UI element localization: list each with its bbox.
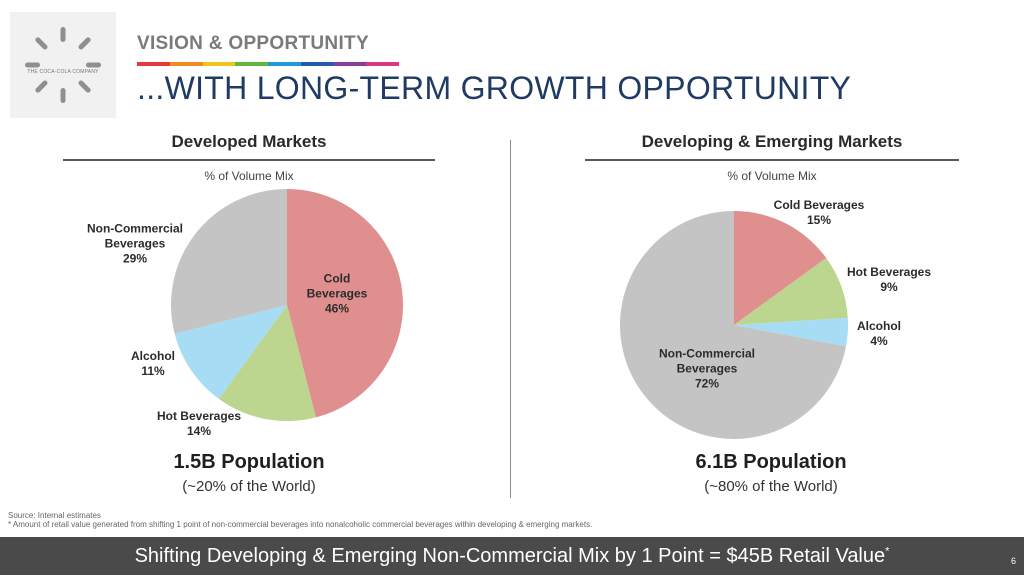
color-stripe-segment [333,62,367,66]
logo-wordmark: THE COCA-COLA COMPANY [27,69,99,75]
dev-population-note: (~20% of the World) [182,478,316,495]
pie-slice-cold-beverages [734,211,827,325]
dev-cold-name: Cold Beverages [306,271,368,301]
color-stripe-segment [235,62,268,66]
emg-alcohol-value: 4% [870,334,888,348]
dev-hot-value: 14% [186,424,212,438]
footnotes: Source: Internal estimates * Amount of r… [8,511,592,529]
footer-asterisk: * [885,545,890,558]
pie-slice-non-commercial-beverages [171,189,287,334]
logo-bottle-burst-icon [25,27,101,103]
pie-slice-alcohol [734,317,848,347]
logo-bottle-shape [86,62,101,68]
emg-alcohol-label: Alcohol 4% [857,319,901,349]
panel-divider [510,140,511,498]
left-mix-label: % of Volume Mix [204,169,294,183]
dev-alcohol-value: 11% [141,364,165,378]
right-panel-rule [585,159,959,161]
logo-bottle-shape [35,80,48,93]
developed-markets-pie [171,189,404,421]
footer-banner: Shifting Developing & Emerging Non-Comme… [0,537,1024,575]
dev-population: 1.5B Population [173,451,325,473]
logo-bottle-shape [60,27,66,42]
left-panel-title: Developed Markets [171,132,327,151]
emg-cold-value: 15% [806,213,832,227]
dev-cold-value: 46% [324,301,350,316]
dev-hot-name: Hot Beverages [156,409,242,423]
emg-hot-label: Hot Beverages 9% [847,265,931,295]
emg-alcohol-name: Alcohol [857,319,901,333]
emg-cold-name: Cold Beverages [773,198,865,212]
color-stripe-segment [169,62,203,66]
dev-noncommercial-name: Non-Commercial Beverages [86,221,184,251]
footer-message: Shifting Developing & Emerging Non-Comme… [0,545,1024,568]
logo-bottle-shape [78,80,91,93]
dev-alcohol-name: Alcohol [131,349,175,363]
color-stripe-segment [268,62,301,66]
pie-slice-hot-beverages [218,305,316,421]
color-stripe-segment [202,62,236,66]
pie-slice-alcohol [174,305,287,399]
company-logo: THE COCA-COLA COMPANY [10,12,116,118]
footer-message-text: Shifting Developing & Emerging Non-Comme… [134,545,886,567]
logo-bottle-shape [78,37,91,50]
dev-hot-label: Hot Beverages 14% [157,409,241,439]
pie-slice-hot-beverages [734,257,848,325]
emg-population: 6.1B Population [695,451,847,473]
slide-title: ...WITH LONG-TERM GROWTH OPPORTUNITY [137,70,852,106]
developing-markets-pie [620,211,848,439]
logo-bottle-shape [25,62,40,68]
emg-noncommercial-value: 72% [694,376,720,391]
emg-noncommercial-name: Non-Commercial Beverages [658,346,756,376]
pie-slice-non-commercial-beverages [620,211,846,439]
section-label: VISION & OPPORTUNITY [137,33,369,54]
dev-alcohol-label: Alcohol 11% [131,349,175,379]
emg-population-note: (~80% of the World) [704,478,838,495]
color-stripe [137,62,399,66]
right-panel-title: Developing & Emerging Markets [641,132,903,151]
page-number: 6 [1010,556,1016,566]
right-mix-label: % of Volume Mix [727,169,817,183]
color-stripe-segment [366,62,399,66]
color-stripe-segment [137,62,170,66]
pie-slice-cold-beverages [287,189,404,418]
source-note: Source: Internal estimates [8,511,101,520]
dev-noncommercial-label: Non-Commercial Beverages 29% [87,222,183,267]
asterisk-note: * Amount of retail value generated from … [8,520,593,529]
emg-cold-label: Cold Beverages 15% [774,198,865,228]
emg-hot-name: Hot Beverages [846,265,932,279]
left-panel-rule [63,159,435,161]
emg-hot-value: 9% [880,280,898,294]
logo-bottle-shape [60,88,66,103]
emg-noncommercial-label: Non-Commercial Beverages 72% [659,347,755,392]
color-stripe-segment [300,62,334,66]
dev-cold-label: Cold Beverages 46% [307,272,368,317]
dev-noncommercial-value: 29% [122,251,148,266]
logo-bottle-shape [35,37,48,50]
